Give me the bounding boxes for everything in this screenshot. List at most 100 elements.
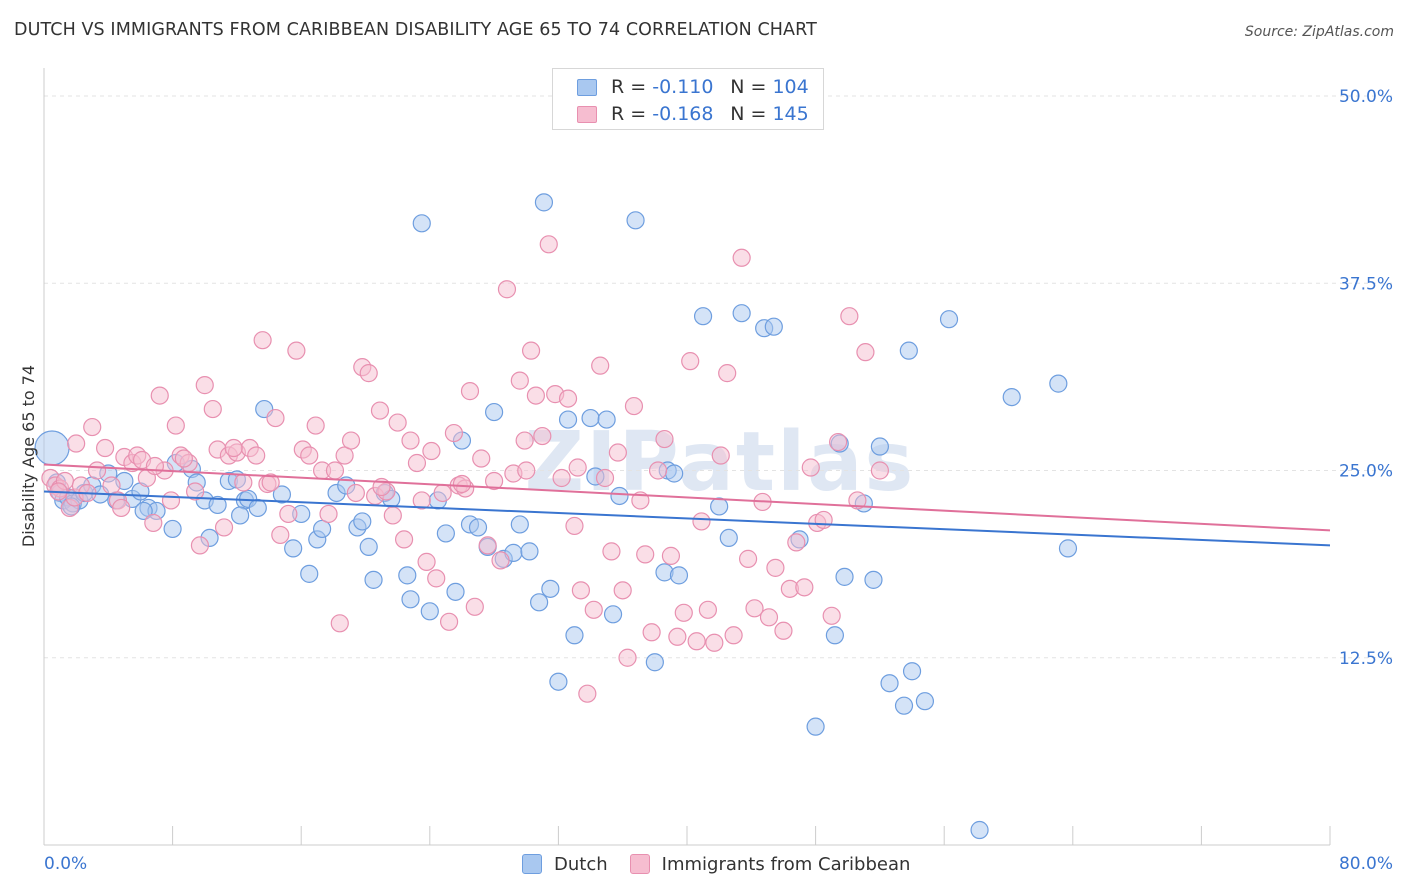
caribbean-point [346,483,365,503]
caribbean-point [370,401,390,420]
caribbean-point [359,364,378,383]
caribbean-point [840,307,859,326]
legend-r-label: R = [611,76,647,98]
dutch-point [693,307,713,326]
caribbean-point [613,581,632,600]
dutch-point [732,304,751,323]
dutch-point [880,674,899,693]
dutch-point [34,430,70,466]
caribbean-point [856,343,875,362]
caribbean-point [145,456,165,476]
legend-n-value: 104 [772,76,809,98]
dutch-point [520,542,539,561]
caribbean-point [287,341,306,360]
caribbean-point [465,597,484,616]
caribbean-point [681,352,700,371]
caribbean-point [87,461,107,480]
dutch-point [894,696,914,715]
caribbean-point [422,441,441,461]
caribbean-point [822,606,841,625]
source-label: Source: ZipAtlas.com [1244,24,1394,40]
caribbean-point [624,396,644,416]
dutch-point [248,498,267,518]
y-axis-title: Disability Age 65 to 74 [19,365,38,547]
dutch-point [1058,539,1078,558]
dutch-point [915,692,935,711]
dutch-point [530,593,549,612]
caribbean-point [341,431,361,450]
dutch-point [669,566,689,585]
dutch-point [534,193,554,212]
caribbean-point [724,626,743,645]
caribbean-point [325,461,345,480]
caribbean-point [787,533,806,552]
dutch-point [597,410,616,429]
dutch-point [1002,387,1021,407]
dutch-point [864,570,883,589]
dutch-point [134,501,153,521]
series-legend-caribbean: Immigrants from Caribbean [629,854,910,875]
caribbean-point [759,608,779,627]
caribbean-point [584,600,603,619]
caribbean-point [521,341,541,360]
caribbean-point [174,449,193,468]
caribbean-point [648,461,668,480]
dutch-point [208,495,227,515]
caribbean-point [388,413,407,432]
caribbean-point [150,386,169,405]
caribbean-point [848,491,867,510]
caribbean-point [829,432,848,452]
caribbean-point [705,633,724,652]
caribbean-legend-swatch [629,854,650,874]
dutch-point [272,485,292,504]
legend-row-caribbean: R = -0.168 N = 145 [577,102,809,126]
dutch-point [565,626,584,645]
dutch-point [510,515,529,534]
caribbean-point [698,600,717,619]
dutch-point [645,653,664,672]
caribbean-point [738,549,758,568]
series-legend-label: Dutch [554,853,608,875]
caribbean-point [774,621,793,640]
dutch-point [626,211,645,230]
caribbean-point [433,483,452,503]
dutch-point [610,486,629,506]
caribbean-point [224,438,243,458]
dutch-point [401,590,420,609]
caribbean-point [533,426,552,446]
caribbean-point [319,504,338,524]
dutch-point [764,317,783,336]
caribbean-point [234,473,253,492]
caribbean-point [279,504,298,524]
caribbean-point [401,431,420,450]
legend-n-label: N = [730,103,767,125]
legend-r-value: -0.168 [652,103,714,125]
caribbean-point [687,632,706,651]
series-dutch [34,193,1078,840]
caribbean-point [253,331,272,350]
caribbean-point [539,235,558,254]
dutch-point [1049,374,1068,393]
caribbean-point [67,434,86,453]
caribbean-point [497,280,517,299]
caribbean-point [394,530,414,549]
caribbean-point [444,423,464,443]
caribbean-point [814,510,833,530]
legend-n-value: 145 [772,103,809,125]
caribbean-point [439,612,459,631]
caribbean-point [745,599,764,618]
caribbean-point [412,491,431,510]
dutch-point [710,497,729,516]
trend-layer [43,463,1331,547]
caribbean-point [383,506,402,525]
caribbean-swatch [577,105,597,123]
caribbean-point [692,512,711,531]
dutch-point [364,570,383,589]
dutch-point [970,820,989,840]
series-legend-dutch: Dutch [522,854,608,875]
caribbean-point [266,408,285,428]
caribbean-point [271,525,290,545]
caribbean-point [195,376,214,395]
caribbean-point [515,431,534,450]
dutch-point [549,672,568,691]
